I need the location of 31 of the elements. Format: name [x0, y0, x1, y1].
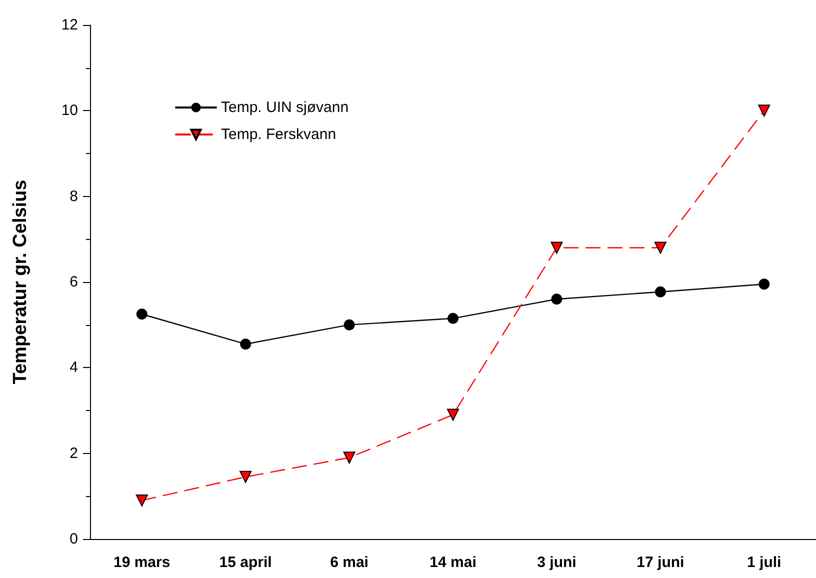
y-tick-label: 0 — [70, 530, 78, 548]
point — [240, 470, 252, 483]
point — [136, 494, 148, 506]
point — [550, 242, 563, 254]
y-axis-title: Temperatur gr. Celsius — [10, 180, 31, 384]
point — [758, 104, 770, 117]
point — [654, 286, 666, 298]
x-tick-label: 19 mars — [114, 554, 170, 571]
point — [758, 278, 770, 290]
x-tick-label: 17 juni — [636, 554, 684, 571]
y-tick-label: 6 — [70, 274, 78, 290]
y-tick-label: 4 — [70, 359, 78, 376]
y-tick-label: 12 — [61, 16, 78, 34]
point — [136, 308, 148, 320]
point — [551, 294, 562, 305]
point — [344, 319, 355, 330]
x-tick-label: 1 juli — [747, 554, 782, 571]
y-tick-label: 2 — [70, 444, 78, 462]
x-tick-label: 6 mai — [330, 554, 368, 571]
legend-label: Temp. Ferskvann — [221, 126, 336, 143]
point — [654, 242, 666, 254]
x-tick-label: 15 april — [219, 554, 272, 571]
point — [240, 338, 252, 350]
y-tick-label: 8 — [70, 188, 78, 205]
point — [448, 312, 458, 324]
legend-label: Temp. UIN sjøvann — [221, 99, 349, 116]
x-tick-label: 3 juni — [537, 554, 576, 571]
y-tick-label: 10 — [61, 102, 78, 120]
point — [447, 408, 459, 421]
x-tick-label: 14 mai — [430, 554, 476, 571]
point — [343, 452, 356, 464]
